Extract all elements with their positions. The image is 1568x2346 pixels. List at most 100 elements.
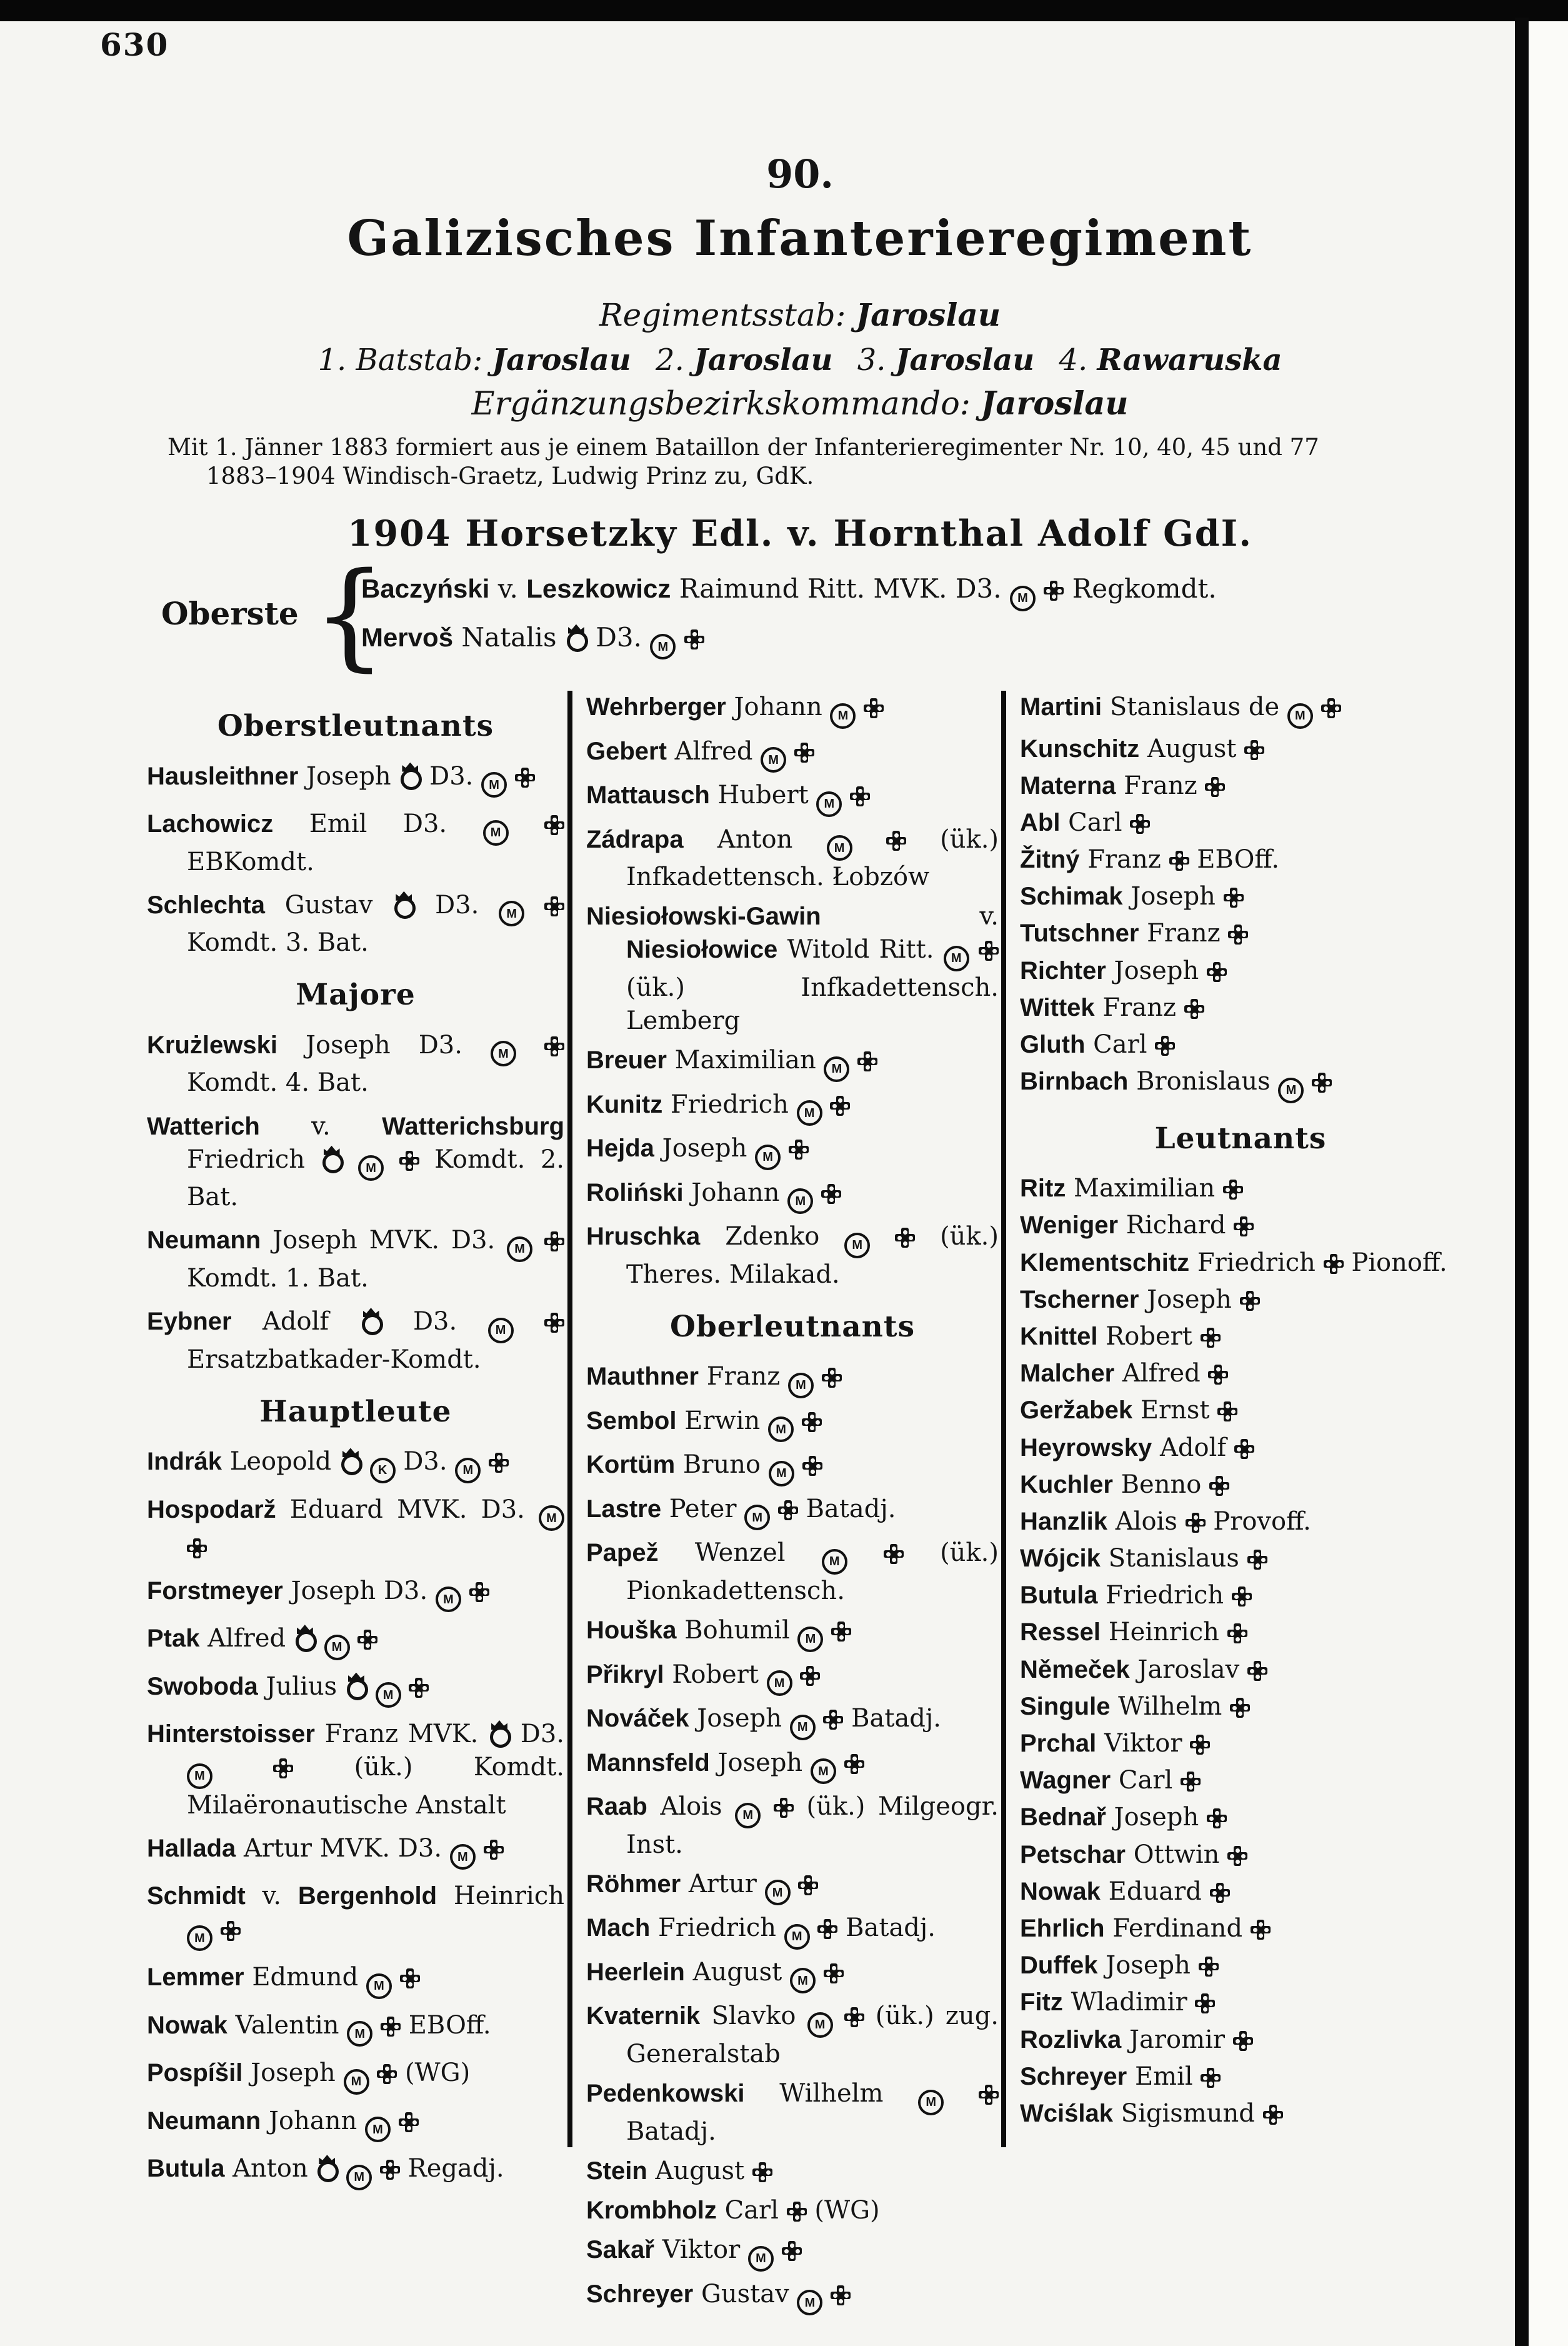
officer-entry: Hospodarž Eduard MVK. D3. M (147, 1493, 564, 1565)
military-merit-cross-icon (850, 786, 871, 806)
circled-M-medal-icon: M (788, 1372, 814, 1398)
circled-M-medal-icon: M (747, 2245, 774, 2272)
column-separator-2 (1001, 691, 1006, 2147)
circled-M-medal-icon: M (796, 1100, 822, 1126)
officer-entry: Heerlein August M (586, 1956, 999, 1994)
officer-entry: Lemmer Edmund M (147, 1961, 564, 1999)
officer-entry: Wagner Carl (1020, 1764, 1461, 1797)
column-separator-1 (567, 691, 572, 2147)
military-merit-cross-icon (857, 1051, 878, 1072)
military-merit-cross-icon (1209, 1475, 1230, 1496)
military-merit-cross-icon (1201, 2067, 1221, 2088)
military-merit-cross-icon (544, 1036, 564, 1056)
officer-entry: Zádrapa Anton M (ük.) Infkadettensch. Ło… (586, 825, 999, 892)
page-number: 630 (100, 26, 169, 63)
rank-heading: Leutnants (1154, 1121, 1327, 1156)
officer-entry: Heyrowsky Adolf (1020, 1431, 1461, 1465)
officer-entry: Nowak Eduard (1020, 1875, 1461, 1908)
officer-entry: Gebert Alfred M (586, 735, 999, 773)
officer-entry: Martini Stanislaus de M (1020, 691, 1461, 729)
officer-entry: Lastre Peter M Batadj. (586, 1493, 999, 1531)
circled-M-medal-icon: M (358, 1155, 384, 1181)
military-merit-cross-icon (781, 2241, 802, 2262)
crown-order-icon (345, 1673, 368, 1700)
officer-entry: Kunschitz August (1020, 733, 1461, 766)
circled-M-medal-icon: M (768, 1416, 794, 1443)
military-merit-cross-icon (1206, 961, 1227, 982)
circled-M-medal-icon: M (844, 1232, 871, 1258)
officer-entry: Tscherner Joseph (1020, 1283, 1461, 1316)
circled-M-medal-icon: M (766, 1670, 792, 1697)
circled-M-medal-icon: M (744, 1505, 771, 1531)
military-merit-cross-icon (1232, 2030, 1253, 2051)
officer-entry: Přikryl Robert M (586, 1658, 999, 1697)
circled-M-medal-icon: M (364, 2117, 391, 2143)
regiment-number: 90. (766, 151, 834, 197)
officer-entry: Abl Carl (1020, 806, 1461, 840)
formation-history-line-1: Mit 1. Jänner 1883 formiert aus je einem… (167, 434, 1319, 461)
military-merit-cross-icon (802, 1456, 822, 1476)
military-merit-cross-icon (357, 1630, 378, 1650)
officer-entry: Hanzlik Alois Provoff. (1020, 1506, 1311, 1536)
military-merit-cross-icon (1190, 1735, 1211, 1755)
officer-entry: Krużlewski Joseph D3. M Komdt. 4. Bat. (147, 1029, 564, 1100)
regiment-chief-line: 1904 Horsetzky Edl. v. Hornthal Adolf Gd… (347, 513, 1253, 554)
circled-K-icon: K (369, 1457, 396, 1483)
officer-entry: Eybner Adolf D3. M Ersatzbatkader-Komdt. (147, 1305, 565, 1376)
military-merit-cross-icon (1185, 1512, 1206, 1533)
circled-M-medal-icon: M (918, 2089, 944, 2115)
officer-entry: Ehrlich Ferdinand (1020, 1912, 1461, 1945)
circled-M-medal-icon: M (482, 820, 509, 846)
officer-entry: Ressel Heinrich (1020, 1616, 1461, 1649)
military-merit-cross-icon (773, 1798, 794, 1818)
officer-entry: Singule Wilhelm (1020, 1690, 1461, 1723)
officer-entry: Kortüm Bruno M (586, 1448, 999, 1486)
officer-entry: Wciślak Sigismund (1020, 2097, 1461, 2130)
crown-order-icon (316, 2155, 339, 2183)
officer-entry: Mervoš Natalis D3. M (361, 621, 1461, 659)
circled-M-medal-icon: M (810, 1758, 836, 1785)
circled-M-medal-icon: M (435, 1587, 461, 1612)
officer-entry: Fitz Wladimir (1020, 1986, 1461, 2019)
military-merit-cross-icon (187, 1538, 207, 1559)
officer-entry: Ritz Maximilian (1020, 1172, 1461, 1205)
military-merit-cross-icon (1239, 1290, 1260, 1311)
column-2: Wehrberger Johann M Gebert Alfred M Matt… (586, 691, 999, 2322)
military-merit-cross-icon (1044, 581, 1064, 601)
brace-glyph: { (312, 547, 387, 683)
officer-entry: Hruschka Zdenko M (ük.) Theres. Milakad. (586, 1222, 999, 1289)
officer-entry: Swoboda Julius M (147, 1670, 564, 1708)
circled-M-medal-icon: M (1009, 585, 1036, 611)
military-merit-cross-icon (798, 1875, 819, 1895)
military-merit-cross-icon (1217, 1401, 1238, 1422)
officer-entry: Žitný Franz EBOff. (1020, 845, 1280, 875)
officer-entry: Kunitz Friedrich M (586, 1088, 999, 1126)
officer-entry: Weniger Richard (1020, 1209, 1461, 1242)
military-merit-cross-icon (752, 2162, 772, 2182)
circled-M-medal-icon: M (343, 2068, 369, 2095)
officer-entry: Klementschitz Friedrich Pionoff. (1020, 1248, 1447, 1277)
military-merit-cross-icon (483, 1839, 504, 1860)
crown-order-icon (321, 1146, 344, 1173)
circled-M-medal-icon: M (755, 1144, 781, 1170)
crown-order-icon (360, 1308, 383, 1336)
rank-heading: Oberleutnants (669, 1309, 916, 1344)
military-merit-cross-icon (1181, 1772, 1201, 1792)
military-merit-cross-icon (1227, 1623, 1247, 1644)
circled-M-medal-icon: M (499, 901, 525, 927)
circled-M-medal-icon: M (187, 1925, 212, 1952)
circled-M-medal-icon: M (735, 1802, 761, 1828)
crown-order-icon (339, 1448, 362, 1476)
military-merit-cross-icon (831, 2285, 851, 2305)
military-merit-cross-icon (821, 1183, 841, 1204)
circled-M-medal-icon: M (539, 1505, 564, 1531)
military-merit-cross-icon (544, 1231, 565, 1252)
military-merit-cross-icon (544, 815, 565, 835)
circled-M-medal-icon: M (1278, 1077, 1304, 1103)
circled-M-medal-icon: M (346, 2164, 372, 2190)
circled-M-medal-icon: M (768, 1460, 794, 1486)
officer-entry: Mauthner Franz M (586, 1360, 999, 1398)
military-merit-cross-icon (777, 1500, 798, 1520)
circled-M-medal-icon: M (324, 1634, 350, 1660)
crown-order-icon (488, 1720, 512, 1748)
